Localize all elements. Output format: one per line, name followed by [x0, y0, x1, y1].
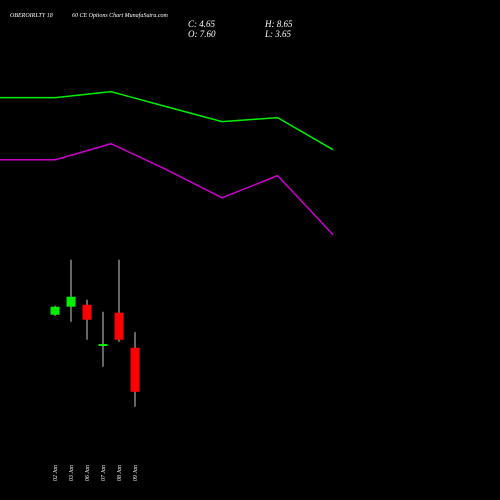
chart-title: OBEROIRLTY 18	[10, 13, 53, 19]
high-label: H: 8.65	[264, 19, 293, 29]
x-tick-label: 09 Jan	[133, 465, 139, 481]
close-label: C: 4.65	[188, 19, 216, 29]
low-label: L: 3.65	[264, 29, 292, 39]
candle-body	[50, 306, 60, 315]
chart-subtitle: 60 CE Options Chart MunafaSutra.com	[72, 12, 169, 19]
x-tick-label: 03 Jan	[69, 465, 75, 481]
indicator-line	[0, 142, 334, 236]
x-tick-label: 06 Jan	[85, 465, 91, 481]
x-tick-label: 07 Jan	[101, 465, 107, 481]
x-tick-label: 02 Jan	[53, 465, 59, 481]
indicator-line	[0, 90, 334, 151]
candle-body	[82, 304, 92, 320]
candle-body	[130, 347, 140, 392]
candle-body	[66, 296, 76, 307]
x-tick-label: 08 Jan	[117, 465, 123, 481]
candle-body	[98, 344, 108, 347]
candle-body	[114, 312, 124, 340]
open-label: O: 7.60	[188, 29, 216, 39]
